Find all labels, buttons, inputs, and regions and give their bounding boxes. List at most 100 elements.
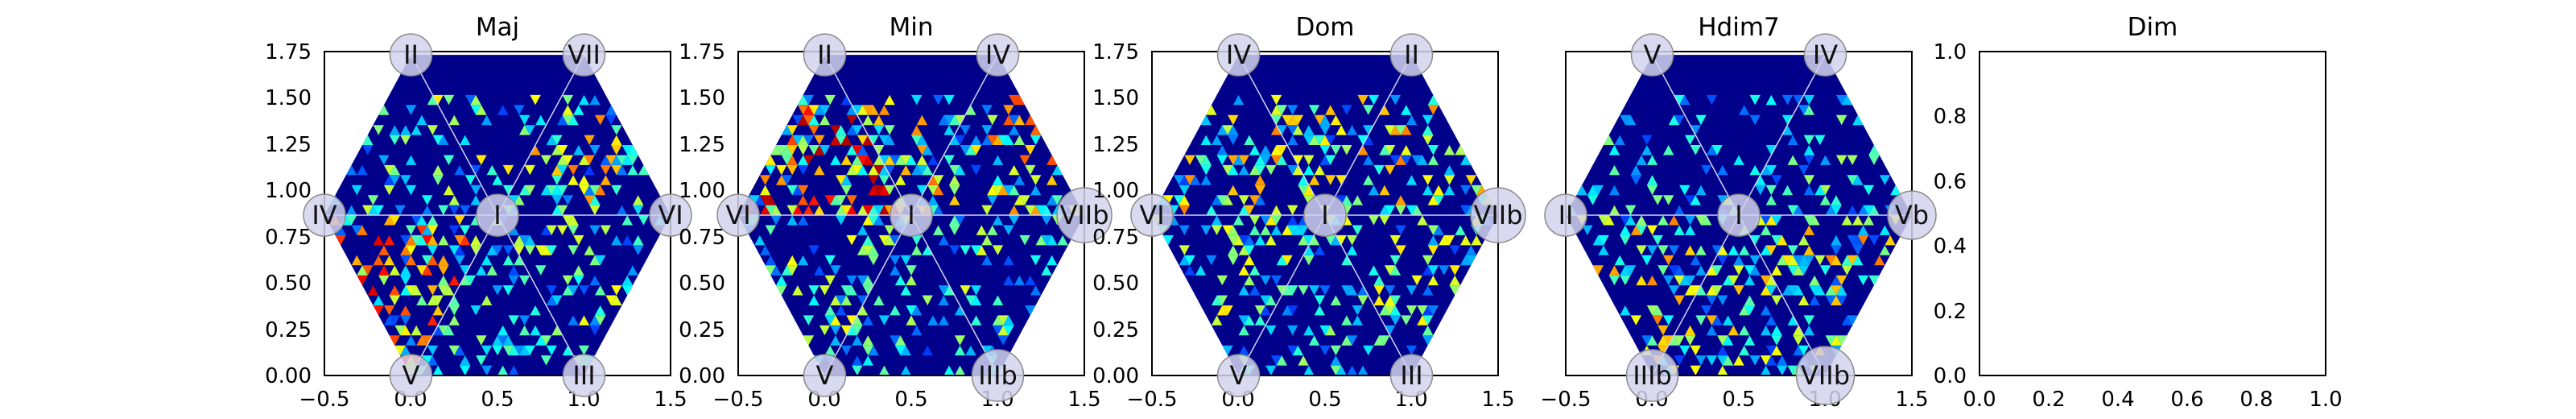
heatmap-cell	[1314, 245, 1325, 255]
region-label-marker	[1887, 190, 1937, 240]
heatmap-cell	[1576, 185, 1587, 196]
heatmap-cell	[1314, 135, 1325, 145]
heatmap-cell	[803, 135, 815, 145]
region-label-marker	[562, 354, 606, 397]
heatmap-cell	[389, 315, 401, 326]
heatmap-cell	[594, 285, 606, 296]
heatmap-cell	[1008, 215, 1020, 226]
heatmap-cell	[1620, 275, 1631, 286]
heatmap-cell	[878, 315, 890, 326]
heatmap-cell	[786, 265, 798, 276]
region-label-marker	[1795, 346, 1856, 405]
heatmap-cell	[1460, 155, 1472, 165]
heatmap-cell	[1674, 265, 1685, 276]
heatmap-cell	[1384, 125, 1396, 135]
heatmap-cell	[927, 185, 939, 196]
heatmap-cell	[754, 195, 766, 205]
region-label: V	[1216, 354, 1261, 397]
heatmap-cell	[1265, 365, 1277, 375]
heatmap-cell	[1852, 215, 1864, 226]
heatmap-cell	[1831, 275, 1842, 286]
heatmap-cell	[846, 315, 857, 326]
heatmap-cell	[1744, 275, 1756, 286]
heatmap-cell	[1608, 185, 1620, 196]
heatmap-cell	[1162, 195, 1174, 205]
heatmap-cell	[765, 265, 776, 276]
heatmap-cell	[840, 94, 852, 106]
heatmap-cell	[383, 255, 395, 266]
heatmap-cell	[1260, 225, 1271, 235]
heatmap-cell	[1657, 335, 1669, 346]
heatmap-cell	[797, 255, 809, 266]
axes-frame	[1979, 51, 2326, 376]
heatmap-cell	[1041, 265, 1052, 276]
y-tick-label: 1.50	[679, 86, 725, 110]
heatmap-cell	[1646, 305, 1658, 316]
heatmap-cell	[765, 255, 776, 266]
heatmap-cell	[427, 245, 439, 255]
heatmap-cell	[1819, 155, 1831, 165]
heatmap-cell	[1722, 335, 1734, 346]
heatmap-cell	[830, 155, 841, 165]
heatmap-cell	[562, 275, 574, 286]
heatmap-cell	[481, 295, 493, 305]
heatmap-cell	[568, 225, 579, 235]
y-tick-label: 1.25	[679, 133, 725, 157]
heatmap-cell	[367, 205, 379, 216]
heatmap-cell	[357, 164, 368, 176]
heatmap-cell	[852, 125, 863, 135]
region-label-text: IV	[1226, 39, 1251, 70]
y-tick-label: 1.50	[1092, 86, 1139, 110]
heatmap-cell	[400, 255, 411, 266]
x-tick-label: −0.5	[712, 388, 763, 412]
heatmap-cell	[1592, 234, 1604, 246]
heatmap-cell	[1232, 234, 1245, 246]
heatmap-cell	[589, 195, 601, 205]
heatmap-cell	[786, 155, 798, 165]
heatmap-cell	[1814, 255, 1826, 266]
heatmap-cell	[400, 325, 411, 336]
heatmap-cell	[943, 125, 955, 135]
heatmap-cell	[911, 94, 923, 106]
heatmap-cell	[981, 255, 993, 266]
heatmap-cell	[890, 305, 901, 316]
heatmap-cell	[1814, 285, 1826, 296]
heatmap-cell	[1695, 245, 1707, 255]
heatmap-cell	[1352, 195, 1363, 205]
heatmap-cell	[1395, 225, 1406, 235]
heatmap-cell	[1765, 275, 1777, 286]
heatmap-cell	[589, 255, 601, 266]
heatmap-cell	[949, 135, 960, 145]
heatmap-cell	[1841, 315, 1853, 326]
heatmap-cell	[759, 195, 771, 205]
heatmap-cell	[427, 255, 439, 266]
heatmap-cell	[981, 135, 993, 145]
heatmap-cell	[373, 305, 384, 316]
heatmap-cell	[900, 285, 911, 296]
heatmap-cell	[1314, 295, 1325, 305]
heatmap-cell	[808, 145, 819, 156]
heatmap-cell	[492, 245, 503, 255]
heatmap-cell	[562, 114, 574, 126]
heatmap-cell	[852, 355, 863, 366]
heatmap-cell	[1179, 255, 1190, 266]
heatmap-cell	[1406, 205, 1418, 216]
heatmap-cell	[1787, 315, 1798, 326]
heatmap-cell	[1357, 295, 1368, 305]
heatmap-cell	[1179, 225, 1190, 235]
heatmap-cell	[1803, 225, 1815, 235]
heatmap-cell	[1216, 145, 1228, 156]
heatmap-cell	[611, 285, 622, 296]
heatmap-cell	[633, 205, 644, 216]
heatmap-cell	[1684, 225, 1696, 235]
heatmap-cell	[1260, 295, 1271, 305]
heatmap-cell	[1249, 225, 1261, 235]
heatmap-cell	[1852, 245, 1864, 255]
heatmap-cell	[502, 185, 514, 196]
heatmap-cell	[1422, 315, 1434, 326]
heatmap-cell	[1439, 265, 1450, 276]
heatmap-cell	[862, 285, 873, 296]
region-label-marker	[716, 193, 760, 237]
heatmap-cell	[1352, 225, 1363, 235]
heatmap-cell	[1008, 205, 1020, 216]
